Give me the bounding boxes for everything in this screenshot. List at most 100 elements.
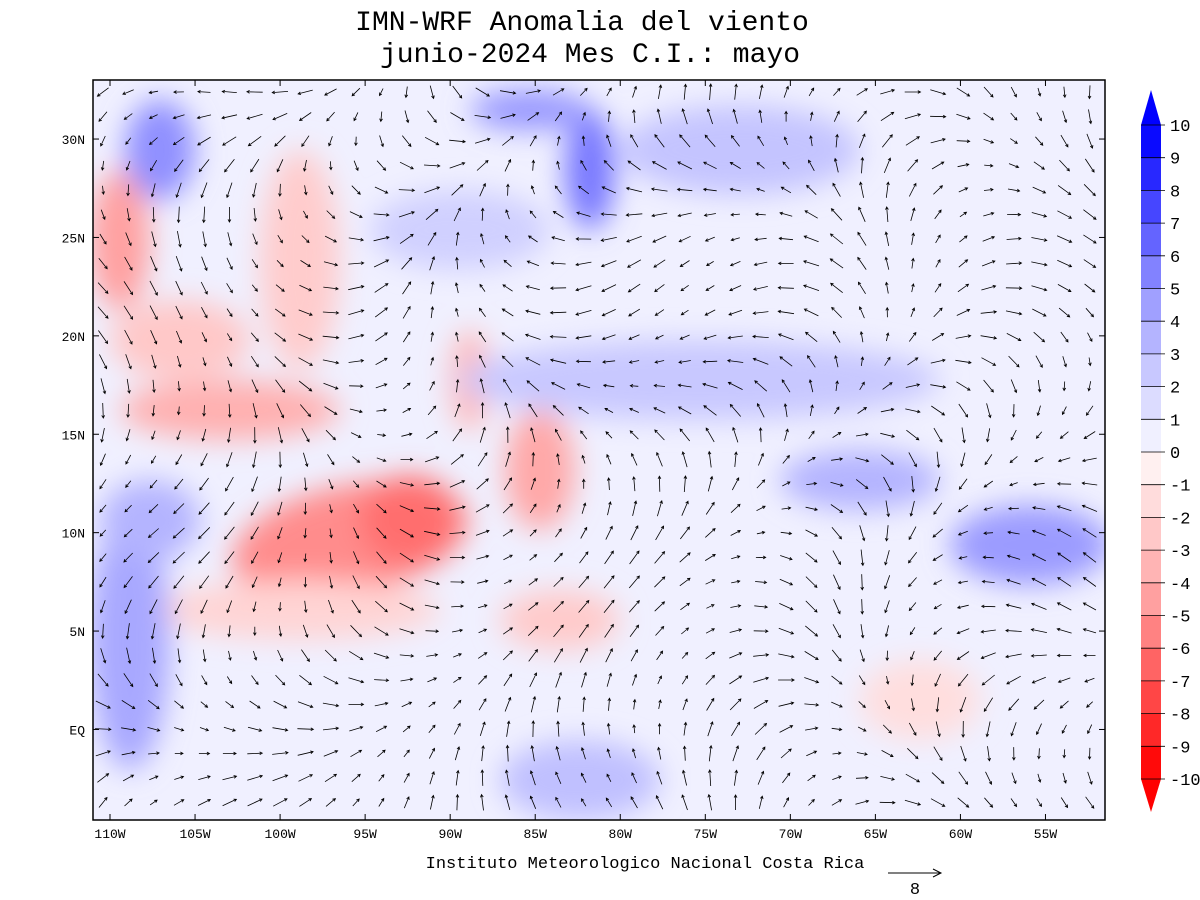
wind-arrow — [930, 358, 946, 364]
wind-arrow — [376, 457, 387, 462]
wind-arrow — [654, 360, 665, 364]
wind-arrow — [451, 184, 464, 196]
wind-arrow — [556, 695, 561, 713]
wind-arrow — [1035, 431, 1043, 439]
wind-arrow — [885, 206, 889, 223]
wind-arrow — [222, 136, 237, 146]
wind-arrow — [529, 770, 536, 786]
wind-arrow — [404, 86, 409, 99]
wind-arrow — [502, 650, 513, 661]
wind-arrow — [277, 577, 282, 588]
wind-arrow — [221, 114, 238, 120]
wind-arrow — [930, 138, 946, 144]
wind-arrow — [1005, 653, 1022, 659]
wind-arrow — [629, 550, 640, 565]
wind-arrow — [149, 775, 159, 781]
wind-arrow — [911, 476, 915, 493]
lon-tick-label: 100W — [264, 827, 295, 842]
wind-arrow — [247, 774, 264, 781]
wind-arrow — [252, 403, 258, 419]
wind-arrow — [1086, 701, 1093, 708]
wind-arrow — [932, 554, 943, 561]
wind-arrow — [732, 426, 739, 443]
wind-arrow — [705, 285, 715, 291]
wind-arrow — [729, 628, 743, 633]
wind-arrow — [1008, 163, 1020, 169]
wind-arrow — [1035, 136, 1044, 146]
wind-arrow — [324, 649, 337, 662]
wind-arrow — [755, 555, 767, 560]
wind-arrow — [679, 428, 691, 442]
wind-arrow — [756, 505, 766, 512]
wind-arrow — [249, 700, 261, 709]
wind-arrow — [581, 671, 587, 688]
wind-arrow — [808, 379, 814, 393]
wind-arrow — [556, 720, 560, 737]
lat-tick-label: 30N — [62, 133, 85, 148]
wind-arrow — [551, 236, 565, 242]
shade — [460, 340, 940, 420]
wind-arrow — [479, 426, 486, 443]
wind-arrow — [832, 431, 842, 438]
wind-arrow — [657, 746, 662, 760]
wind-arrow — [859, 181, 864, 198]
wind-arrow — [655, 795, 664, 810]
colorbar-segment — [1141, 746, 1161, 779]
wind-arrow — [430, 356, 435, 366]
wind-arrow — [1033, 331, 1046, 343]
wind-arrow — [651, 161, 667, 170]
wind-arrow — [552, 405, 564, 416]
wind-arrow — [476, 159, 489, 171]
wind-arrow — [502, 284, 513, 292]
wind-arrow — [955, 334, 972, 339]
wind-arrow — [554, 111, 563, 122]
wind-arrow — [99, 576, 107, 588]
wind-arrow — [956, 604, 969, 609]
wind-arrow — [578, 575, 590, 588]
wind-arrow — [1057, 284, 1072, 292]
wind-arrow — [931, 333, 945, 341]
wind-arrow — [651, 212, 668, 218]
wind-arrow — [277, 476, 282, 493]
wind-arrow — [277, 552, 283, 564]
wind-arrow — [606, 453, 612, 465]
wind-arrow — [705, 674, 716, 685]
lon-tick-label: 70W — [779, 827, 803, 842]
wind-arrow — [530, 477, 536, 490]
wind-arrow — [99, 553, 107, 563]
wind-arrow — [449, 530, 466, 535]
wind-arrow — [1036, 112, 1042, 122]
wind-arrow — [303, 577, 308, 588]
wind-arrow — [378, 774, 385, 782]
wind-arrow — [152, 379, 156, 394]
colorbar-label: -1 — [1170, 478, 1190, 497]
wind-arrow — [679, 526, 691, 540]
wind-arrow — [424, 530, 441, 536]
wind-arrow — [753, 261, 768, 267]
wind-arrow — [322, 335, 340, 340]
wind-arrow — [379, 135, 384, 148]
wind-arrow — [857, 281, 866, 295]
wind-arrow — [882, 724, 893, 734]
wind-arrow — [148, 575, 159, 589]
wind-arrow — [200, 599, 208, 614]
wind-arrow — [756, 479, 766, 489]
colorbar-segment — [1141, 452, 1161, 485]
wind-arrow — [451, 604, 465, 609]
wind-arrow — [956, 139, 971, 143]
wind-arrow — [449, 505, 466, 511]
wind-arrow — [301, 235, 310, 244]
wind-arrow — [173, 799, 185, 806]
wind-arrow — [124, 798, 133, 807]
wind-arrow — [1009, 482, 1018, 487]
wind-arrow — [982, 555, 994, 560]
wind-arrow — [956, 308, 971, 316]
wind-arrow — [452, 428, 463, 442]
wind-arrow — [980, 310, 998, 314]
wind-arrow — [177, 231, 182, 248]
wind-arrow — [278, 625, 283, 638]
colorbar-segment — [1141, 386, 1161, 420]
wind-arrow — [525, 357, 541, 366]
wind-arrow — [581, 721, 585, 736]
wind-arrow — [855, 457, 870, 463]
